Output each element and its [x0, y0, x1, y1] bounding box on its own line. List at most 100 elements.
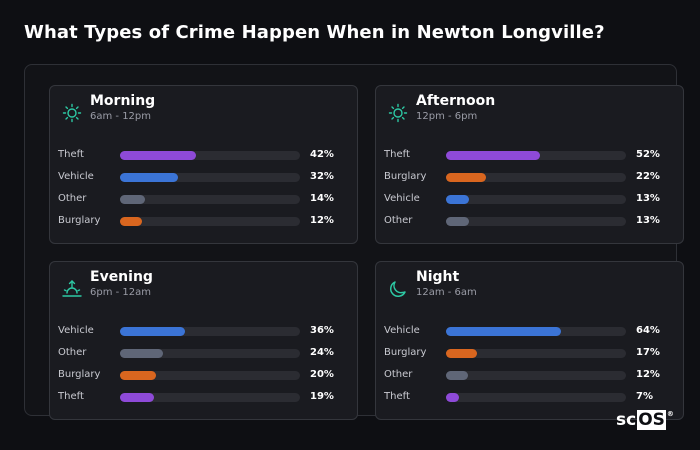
category-label: Burglary — [384, 171, 427, 182]
bar — [446, 393, 459, 402]
value-label: 12% — [636, 369, 660, 380]
logo-text: sc — [616, 410, 637, 430]
category-label: Vehicle — [58, 325, 94, 336]
value-label: 52% — [636, 149, 660, 160]
category-label: Burglary — [58, 215, 101, 226]
night-title: Night — [416, 269, 460, 285]
bar-track — [120, 393, 300, 402]
night-time-range: 12am - 6am — [416, 287, 477, 298]
value-label: 24% — [310, 347, 334, 358]
value-label: 64% — [636, 325, 660, 336]
category-label: Vehicle — [384, 325, 420, 336]
bar — [446, 173, 486, 182]
scos-logo: sc OS ® — [616, 410, 674, 430]
bar-row: Vehicle 13% — [376, 192, 685, 206]
bar — [446, 327, 562, 336]
bar-row: Vehicle 32% — [50, 170, 359, 184]
value-label: 17% — [636, 347, 660, 358]
bar-track — [120, 151, 300, 160]
value-label: 7% — [636, 391, 653, 402]
value-label: 42% — [310, 149, 334, 160]
category-label: Other — [58, 193, 87, 204]
sun-icon — [387, 102, 409, 124]
bar-track — [446, 173, 626, 182]
category-label: Theft — [384, 149, 410, 160]
bar-track — [120, 349, 300, 358]
bar-track — [446, 327, 626, 336]
bar-row: Theft 42% — [50, 148, 359, 162]
category-label: Other — [384, 369, 413, 380]
bar — [446, 349, 477, 358]
bar-track — [120, 371, 300, 380]
card-afternoon: Afternoon 12pm - 6pm Theft 52% Burglary 22% Ve… — [375, 85, 684, 244]
value-label: 13% — [636, 193, 660, 204]
bar — [446, 195, 470, 204]
bar-track — [120, 217, 300, 226]
bar-track — [446, 195, 626, 204]
bar-row: Theft 7% — [376, 390, 685, 404]
bar-track — [446, 371, 626, 380]
bar-row: Other 13% — [376, 214, 685, 228]
afternoon-time-range: 12pm - 6pm — [416, 111, 478, 122]
card-evening: Evening 6pm - 12am Vehicle 36% Other 24% Burgl… — [49, 261, 358, 420]
morning-title: Morning — [90, 93, 156, 109]
evening-time-range: 6pm - 12am — [90, 287, 152, 298]
value-label: 36% — [310, 325, 334, 336]
bar — [120, 393, 155, 402]
bar-row: Vehicle 64% — [376, 324, 685, 338]
moon-icon — [387, 278, 409, 300]
bar-track — [446, 349, 626, 358]
bar — [120, 151, 196, 160]
category-label: Vehicle — [384, 193, 420, 204]
bar-track — [446, 393, 626, 402]
bar — [120, 327, 185, 336]
category-label: Burglary — [384, 347, 427, 358]
category-label: Burglary — [58, 369, 101, 380]
sun-icon — [61, 102, 83, 124]
bar-track — [446, 151, 626, 160]
bar-row: Theft 19% — [50, 390, 359, 404]
bar — [120, 371, 156, 380]
registered-mark: ® — [666, 410, 674, 418]
bar-track — [120, 327, 300, 336]
bar — [446, 217, 470, 226]
bar-row: Burglary 22% — [376, 170, 685, 184]
bar-row: Theft 52% — [376, 148, 685, 162]
bar — [120, 195, 146, 204]
bar-row: Vehicle 36% — [50, 324, 359, 338]
category-label: Other — [384, 215, 413, 226]
evening-title: Evening — [90, 269, 153, 285]
category-label: Theft — [58, 149, 84, 160]
bar — [120, 173, 178, 182]
bar-row: Burglary 17% — [376, 346, 685, 360]
bar — [446, 371, 468, 380]
bar-track — [120, 195, 300, 204]
value-label: 22% — [636, 171, 660, 182]
bar — [446, 151, 540, 160]
bar — [120, 217, 142, 226]
morning-time-range: 6am - 12pm — [90, 111, 152, 122]
bar-track — [120, 173, 300, 182]
value-label: 19% — [310, 391, 334, 402]
sunset-icon — [61, 278, 83, 300]
bar-row: Burglary 12% — [50, 214, 359, 228]
bar-row: Burglary 20% — [50, 368, 359, 382]
category-label: Other — [58, 347, 87, 358]
value-label: 12% — [310, 215, 334, 226]
bar — [120, 349, 164, 358]
category-label: Vehicle — [58, 171, 94, 182]
card-night: Night 12am - 6am Vehicle 64% Burglary 17% Othe… — [375, 261, 684, 420]
page-title: What Types of Crime Happen When in Newto… — [24, 22, 605, 43]
logo-box-text: OS — [637, 410, 666, 430]
bar-track — [446, 217, 626, 226]
card-morning: Morning 6am - 12pm Theft 42% Vehicle 32% Other… — [49, 85, 358, 244]
value-label: 32% — [310, 171, 334, 182]
value-label: 13% — [636, 215, 660, 226]
category-label: Theft — [58, 391, 84, 402]
bar-row: Other 14% — [50, 192, 359, 206]
bar-row: Other 24% — [50, 346, 359, 360]
afternoon-title: Afternoon — [416, 93, 496, 109]
bar-row: Other 12% — [376, 368, 685, 382]
value-label: 14% — [310, 193, 334, 204]
category-label: Theft — [384, 391, 410, 402]
